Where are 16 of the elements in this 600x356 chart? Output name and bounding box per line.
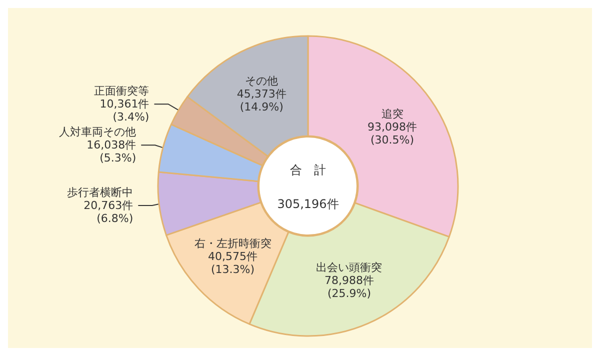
data-label: 40,575件 (13.3%) (208, 250, 258, 276)
slice-label: 追突 (381, 107, 404, 120)
slice-label: 正面衝突等 (94, 84, 150, 98)
slice-label: その他 (245, 74, 278, 88)
slice-label: 人対車両その他 (59, 126, 136, 139)
data-label: 93,098件 (30.5%) (368, 120, 418, 146)
data-label: 45,373件 (14.9%) (236, 88, 286, 114)
slice-label: 歩行者横断中 (67, 186, 134, 199)
data-label: 20,763件 (6.8%) (84, 198, 134, 225)
data-label: 16,038件 (5.3%) (86, 138, 136, 165)
data-label: 78,988件 (25.9%) (324, 274, 374, 300)
slice-label: 出会い頭衝突 (316, 260, 382, 274)
text: 合 計 (290, 163, 326, 177)
data-label: 10,361件 (3.4%) (100, 98, 150, 124)
slice-label: 右・左折時衝突 (194, 236, 272, 250)
text: 305,196件 (277, 197, 339, 211)
